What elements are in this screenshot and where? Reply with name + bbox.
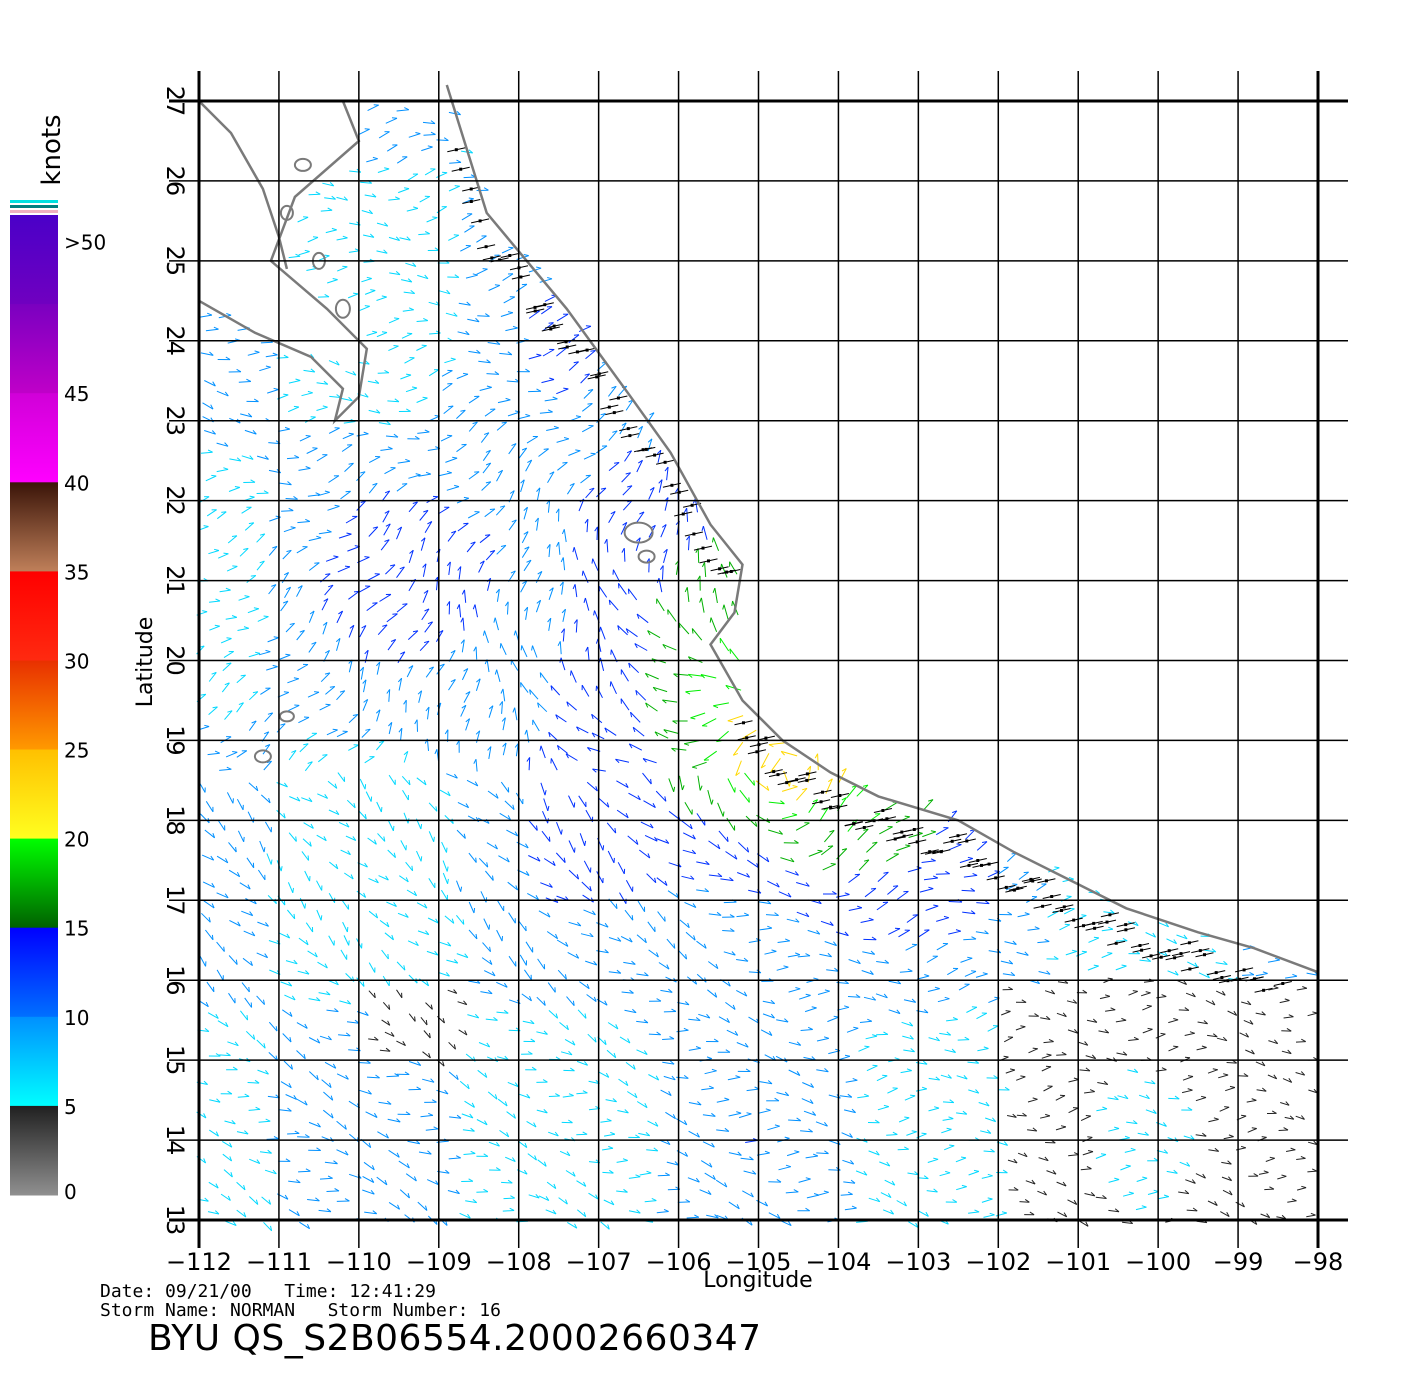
colorbar-band [10,215,58,305]
colorbar-band [10,838,58,929]
colorbar-band [10,1105,58,1196]
colorbar-tick-label: 5 [64,1095,77,1119]
colorbar-tick-label: 15 [64,917,89,941]
colorbar-unit-label: knots [37,114,67,185]
lat-tick-label: 21 [161,565,189,596]
lon-tick-label: −106 [646,1248,712,1276]
lat-tick-label: 18 [161,805,189,836]
colorbar-band [10,393,58,483]
axis-tick-labels: −112 −111 −110 −109 −108 −107 −106 −105 −104 −103… [161,86,1343,1276]
lat-tick-label: 22 [161,485,189,516]
lon-tick-label: −107 [566,1248,632,1276]
lon-tick-label: −108 [486,1248,552,1276]
lat-tick-label: 25 [161,246,189,277]
colorbar-tick-label: 0 [64,1180,77,1204]
colorbar-tick-label: 40 [64,471,89,495]
colorbar-band [10,749,58,840]
wind-vectors [196,104,1319,1232]
colorbar-tick-label: 25 [64,739,89,763]
product-title: BYU QS_S2B06554.20002660347 [148,1318,762,1359]
colorbar-band [10,927,58,1018]
lat-tick-label: 27 [161,86,189,117]
date-time-line: Date: 09/21/00 Time: 12:41:29 [100,1281,436,1302]
colorbar-tick-label: 30 [64,650,89,674]
lat-tick-label: 14 [161,1125,189,1156]
colorbar-tick-label: 35 [64,560,89,584]
lon-tick-label: −101 [1045,1248,1111,1276]
colorbar-band [10,571,58,661]
colorbar-band [10,482,58,572]
lon-tick-label: −102 [965,1248,1031,1276]
y-axis-label: Latitude [133,617,158,708]
lat-tick-label: 26 [161,166,189,197]
lon-tick-label: −109 [406,1248,472,1276]
lat-tick-label: 23 [161,405,189,436]
colorbar-band [10,660,58,751]
lon-tick-label: −105 [726,1248,792,1276]
lon-tick-label: −100 [1125,1248,1191,1276]
lon-tick-label: −112 [166,1248,232,1276]
storm-info-line: Storm Name: NORMAN Storm Number: 16 [100,1300,501,1321]
lon-tick-label: −104 [805,1248,871,1276]
lon-tick-label: −99 [1213,1248,1264,1276]
lon-tick-label: −111 [246,1248,312,1276]
lon-tick-label: −98 [1293,1248,1344,1276]
lon-tick-label: −110 [326,1248,392,1276]
lat-tick-label: 13 [161,1205,189,1236]
lat-tick-label: 24 [161,326,189,357]
lat-tick-label: 17 [161,885,189,916]
lat-tick-label: 20 [161,645,189,676]
colorbar-tick-label: 20 [64,828,89,852]
colorbar-band [10,304,58,394]
coastline [198,84,1319,974]
lon-tick-label: −103 [885,1248,951,1276]
lat-lon-grid [169,71,1348,1248]
lat-tick-label: 15 [161,1045,189,1076]
colorbar-tick-label: 10 [64,1006,89,1030]
colorbar-band [10,1016,58,1107]
colorbar-tick-label: 45 [64,382,89,406]
lat-tick-label: 19 [161,725,189,756]
lat-tick-label: 16 [161,965,189,996]
colorbar: >50 45 40 35 30 25 20 15 10 5 0 [10,200,106,1204]
x-axis-label: Longitude [703,1268,812,1293]
colorbar-tick-label: >50 [64,231,106,255]
